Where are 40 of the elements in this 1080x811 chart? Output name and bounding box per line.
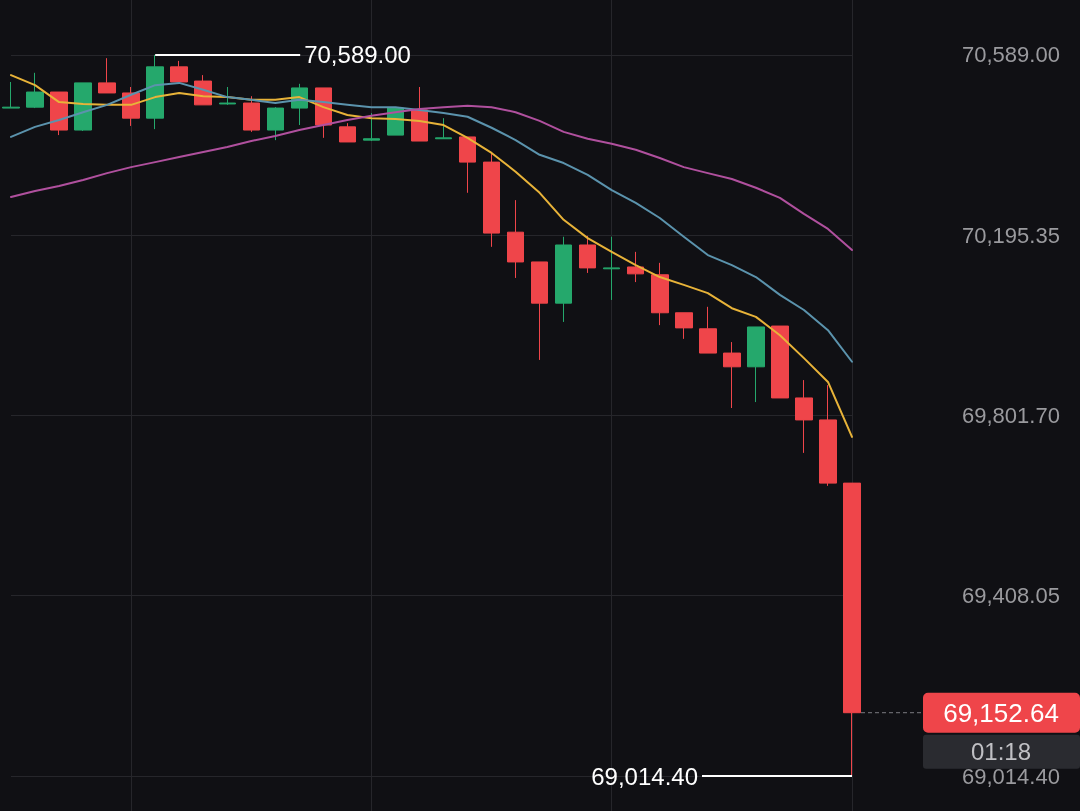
ref-line-label: 69,152.64 <box>943 697 1059 728</box>
candlestick <box>339 122 356 143</box>
candlestick <box>459 136 476 194</box>
candlestick <box>267 106 284 141</box>
candlestick <box>2 81 20 109</box>
y-tick-label: 70,589.00 <box>962 42 1060 68</box>
candlestick <box>507 199 524 279</box>
candlestick <box>363 112 380 142</box>
candlestick <box>26 72 44 109</box>
y-tick-label: 69,014.40 <box>962 763 1060 789</box>
annotation: 70,589.00 <box>304 41 411 69</box>
candlestick <box>819 384 837 487</box>
candlestick <box>723 341 741 409</box>
candlestick <box>603 236 620 301</box>
y-tick-label: 69,801.70 <box>962 402 1060 428</box>
candlestick <box>795 379 813 454</box>
y-tick-label: 70,195.35 <box>962 222 1060 248</box>
candlestick <box>170 60 188 83</box>
line-series <box>10 104 853 252</box>
candlestick <box>146 54 164 130</box>
candlestick <box>675 312 693 340</box>
candlestick <box>435 117 452 140</box>
y-tick-label: 69,408.05 <box>962 583 1060 609</box>
candlestick <box>555 236 572 323</box>
candlestick <box>747 326 765 403</box>
annotation: 69,014.40 <box>591 762 698 790</box>
candlestick <box>627 251 644 283</box>
line-series <box>10 74 853 438</box>
candlestick <box>651 262 669 326</box>
candlestick <box>531 261 548 361</box>
line-series <box>10 81 853 363</box>
candlestick <box>771 325 789 399</box>
candlestick <box>98 57 116 94</box>
candlestick <box>74 82 92 132</box>
text: 01:18 <box>970 738 1032 766</box>
candlestick <box>579 235 596 274</box>
candlestick <box>243 95 260 133</box>
candlestick <box>411 86 428 142</box>
candlestick <box>483 152 500 248</box>
candlestick <box>699 306 717 354</box>
